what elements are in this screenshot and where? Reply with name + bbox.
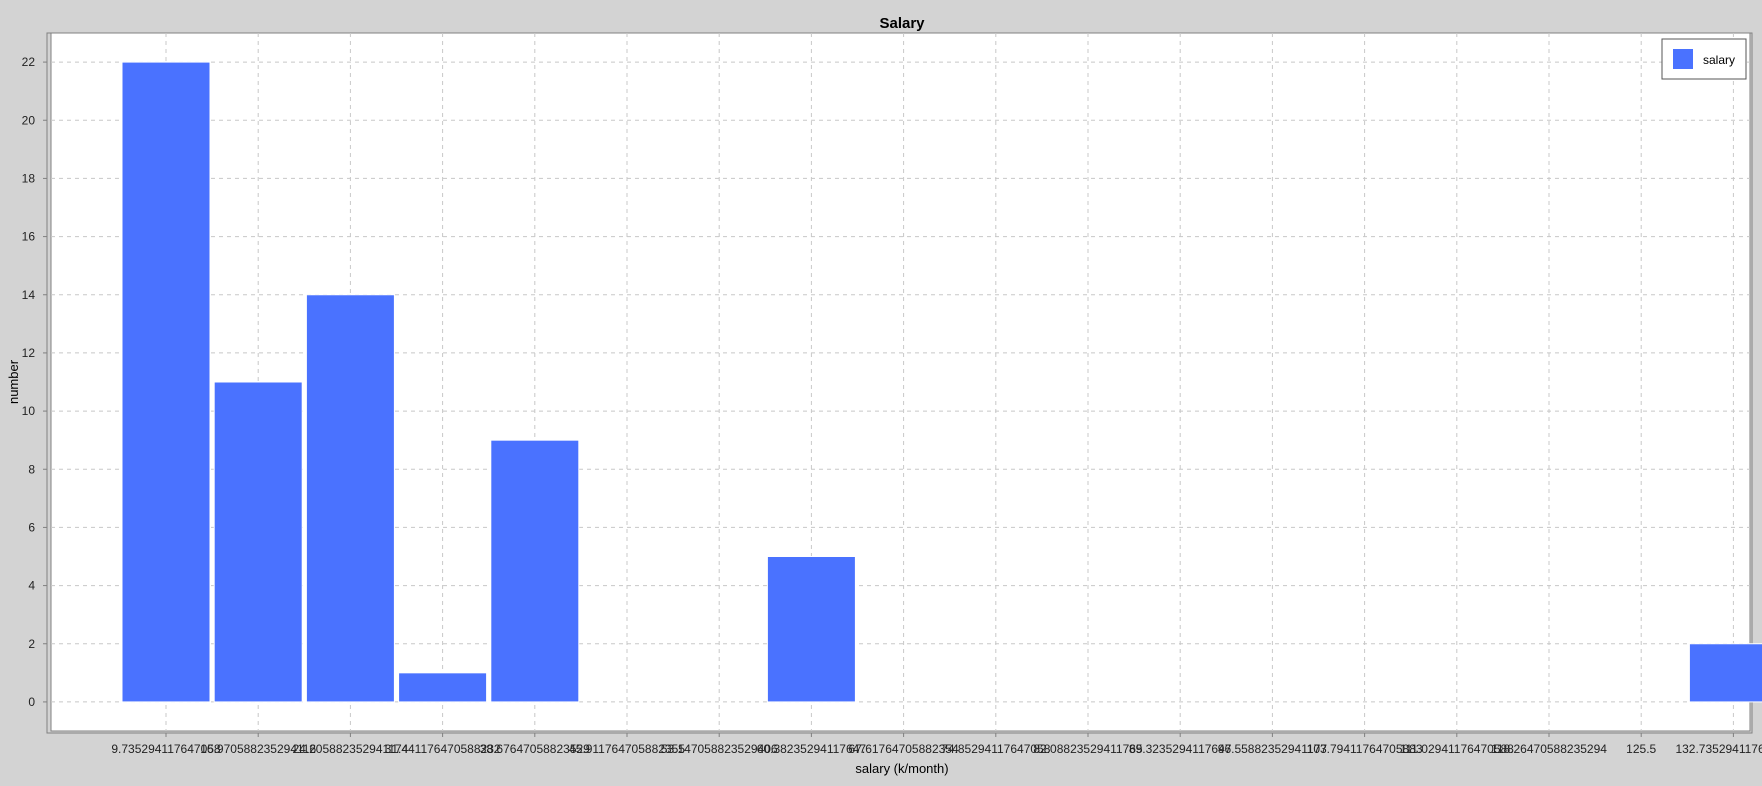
legend: salary bbox=[1661, 38, 1747, 80]
legend-swatch-salary bbox=[1673, 49, 1693, 69]
x-tick-label: 9.735294117647058 bbox=[111, 742, 221, 756]
y-tick-label: 0 bbox=[28, 695, 35, 709]
y-tick-label: 12 bbox=[22, 346, 36, 360]
x-tick-label: 60.38235294117647 bbox=[757, 742, 867, 756]
bar-9.735294117647058 bbox=[121, 61, 211, 703]
x-tick-label: 82.08823529411765 bbox=[1033, 742, 1143, 756]
bar-38.67647058823529 bbox=[490, 439, 580, 703]
x-tick-label: 111.02941176470588 bbox=[1400, 742, 1514, 756]
x-tick-label: 132.73529411764707 bbox=[1675, 742, 1762, 756]
x-tick-label: 31.441176470588232 bbox=[385, 742, 501, 756]
y-tick-label: 6 bbox=[28, 520, 35, 534]
y-axis: 0 2 4 6 8 10 12 14 16 18 20 22 bbox=[22, 55, 47, 709]
y-axis-title: number bbox=[6, 359, 21, 404]
x-tick-label: 89.3235294117647 bbox=[1129, 742, 1232, 756]
bar-24.205882352941174 bbox=[305, 294, 395, 703]
x-axis-title: salary (k/month) bbox=[855, 761, 948, 776]
bar-16.970588235294116 bbox=[213, 381, 303, 703]
x-tick-label: 38.67647058823529 bbox=[480, 742, 590, 756]
bar-31.441176470588232 bbox=[398, 672, 488, 703]
y-tick-label: 16 bbox=[22, 230, 36, 244]
y-tick-label: 8 bbox=[28, 462, 35, 476]
x-tick-label: 53.147058823529406 bbox=[661, 742, 778, 756]
x-tick-label: 125.5 bbox=[1626, 742, 1656, 756]
axis-frame bbox=[46, 32, 1753, 734]
y-tick-label: 14 bbox=[22, 288, 36, 302]
y-tick-label: 20 bbox=[22, 113, 36, 127]
legend-label-salary: salary bbox=[1703, 53, 1735, 67]
y-tick-label: 4 bbox=[28, 579, 35, 593]
x-tick-label: 45.911764705882355 bbox=[569, 742, 685, 756]
x-tick-label: 103.79411764705883 bbox=[1307, 742, 1423, 756]
y-tick-label: 10 bbox=[22, 404, 36, 418]
plot-area bbox=[50, 32, 1751, 732]
y-tick-label: 2 bbox=[28, 637, 35, 651]
x-tick-label: 96.55882352941177 bbox=[1218, 742, 1328, 756]
x-axis: 9.73529411764705816.97058823529411624.20… bbox=[111, 733, 1762, 756]
bar-60.38235294117647 bbox=[766, 556, 856, 703]
x-tick-label: 16.970588235294116 bbox=[200, 742, 316, 756]
x-tick-label: 24.205882352941174 bbox=[292, 742, 408, 756]
y-tick-label: 22 bbox=[22, 55, 36, 69]
x-tick-label: 67.61764705882354 bbox=[849, 742, 959, 756]
chart-title: Salary bbox=[879, 15, 925, 32]
bar-132.73529411764707 bbox=[1688, 643, 1762, 703]
x-tick-label: 118.26470588235294 bbox=[1491, 742, 1607, 756]
y-tick-label: 18 bbox=[22, 171, 36, 185]
x-tick-label: 74.85294117647058 bbox=[941, 742, 1051, 756]
bars-layer bbox=[121, 61, 1762, 703]
